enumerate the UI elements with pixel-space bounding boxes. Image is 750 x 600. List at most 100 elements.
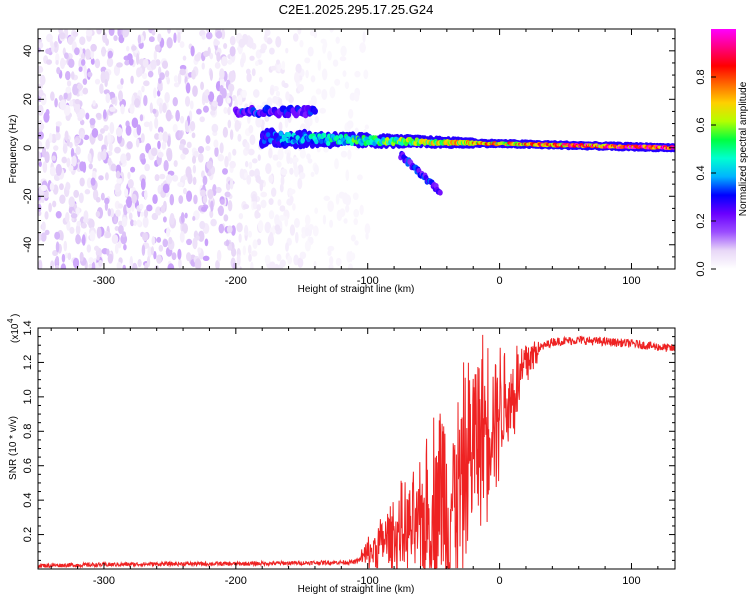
- spectrogram-noise-mark: [114, 183, 121, 193]
- spectrogram-noise-mark: [328, 264, 334, 269]
- spectrogram-noise-mark: [74, 47, 80, 56]
- spectrogram-noise-mark: [103, 109, 107, 120]
- spectrogram-noise-mark: [272, 95, 278, 104]
- spectrogram-noise-mark: [297, 177, 303, 190]
- spectrogram-noise-mark: [110, 163, 117, 172]
- spectrogram-noise-mark: [185, 166, 192, 179]
- spectrogram-noise-mark: [54, 41, 58, 48]
- spectrogram-noise-mark: [79, 177, 85, 187]
- spectrogram-noise-mark: [239, 168, 245, 179]
- spectrogram-noise-mark: [137, 259, 142, 268]
- spectrogram-noise-mark: [232, 148, 237, 156]
- spectrogram-noise-mark: [334, 78, 341, 86]
- spectrogram-noise-mark: [55, 241, 60, 253]
- spectrogram-noise-mark: [99, 83, 104, 95]
- spectrogram-noise-mark: [64, 52, 69, 59]
- spectrogram-noise-mark: [50, 91, 55, 102]
- spectrogram-noise-mark: [129, 256, 134, 268]
- spectrogram-noise-mark: [159, 173, 166, 180]
- spectrogram-noise-mark: [95, 196, 101, 203]
- spectrogram-noise-mark: [40, 232, 47, 242]
- spectrogram-noise-mark: [185, 82, 191, 94]
- spectrogram-noise-mark: [277, 199, 282, 206]
- spectrogram-noise-mark: [294, 71, 300, 84]
- spectrogram-noise-mark: [120, 153, 127, 165]
- spectrogram-noise-mark: [38, 203, 42, 212]
- snr-frame: [37, 327, 676, 570]
- spectrogram-noise-mark: [272, 154, 279, 161]
- spectrogram-noise-mark: [304, 227, 310, 237]
- spectrogram-noise-mark: [143, 95, 148, 107]
- spectrogram-noise-mark: [63, 240, 68, 252]
- spectrogram-noise-mark: [160, 204, 166, 214]
- spectrogram-noise-mark: [141, 72, 148, 80]
- spectrogram-noise-mark: [79, 36, 86, 46]
- x-tick-label: -300: [93, 275, 115, 287]
- spectrogram-noise-mark: [203, 105, 209, 113]
- spectrogram-noise-mark: [59, 99, 67, 111]
- spectrogram-noise-mark: [335, 36, 340, 44]
- y-tick-label: 0.8: [22, 424, 34, 439]
- spectrogram-noise-mark: [89, 230, 96, 242]
- spectrogram-noise-mark: [167, 29, 171, 34]
- spectrogram-noise-mark: [194, 258, 202, 269]
- spectrogram-noise-mark: [270, 187, 277, 197]
- spectrogram-noise-mark: [85, 112, 90, 120]
- spectrogram-noise-mark: [206, 29, 210, 33]
- spectrogram-noise-mark: [202, 255, 210, 261]
- spectrogram-noise-mark: [240, 57, 245, 68]
- spectrogram-noise-mark: [152, 108, 157, 114]
- spectrogram-noise-mark: [40, 95, 47, 106]
- spectrogram-noise-mark: [354, 70, 361, 78]
- spectrogram-noise-mark: [350, 252, 356, 261]
- spectrogram-noise-mark: [310, 171, 315, 178]
- spectrogram-noise-mark: [79, 119, 85, 126]
- spectrogram-noise-mark: [173, 160, 178, 167]
- spectrogram-noise-mark: [292, 203, 296, 211]
- spectrogram-noise-mark: [177, 72, 182, 85]
- spectrogram-noise-mark: [199, 220, 206, 230]
- spectrogram-noise-mark: [205, 145, 211, 151]
- spectrogram-noise-mark: [200, 189, 207, 197]
- spectrogram-noise-mark: [179, 68, 187, 76]
- spectrogram-noise-mark: [146, 256, 151, 268]
- spectrogram-noise-mark: [54, 231, 61, 240]
- spectrogram-noise-mark: [156, 236, 162, 243]
- spectrogram-noise-mark: [131, 45, 137, 51]
- spectrogram-noise-mark: [310, 75, 316, 83]
- spectrogram-noise-mark: [150, 246, 155, 256]
- y-tick-label: -40: [22, 237, 34, 253]
- spectrogram-noise-mark: [41, 194, 45, 204]
- spectrogram-noise-mark: [336, 209, 343, 222]
- spectrogram-noise-mark: [97, 133, 104, 142]
- spectrogram-noise-mark: [268, 232, 274, 244]
- spectrogram-noise-mark: [53, 145, 59, 151]
- spectrogram-noise-mark: [66, 157, 71, 168]
- spectrogram-noise-mark: [116, 84, 124, 90]
- spectrogram-noise-mark: [332, 59, 339, 67]
- spectrogram-noise-mark: [156, 89, 161, 97]
- y-tick-label: 0.4: [22, 492, 34, 507]
- spectrogram-noise-mark: [154, 174, 160, 182]
- spectrogram-noise-mark: [88, 257, 94, 264]
- spectrogram-noise-mark: [189, 120, 196, 132]
- spectrogram-noise-mark: [205, 135, 211, 145]
- spectrogram-noise-mark: [255, 116, 263, 128]
- spectrogram-noise-mark: [308, 224, 314, 231]
- spectrogram-noise-mark: [137, 34, 142, 45]
- spectrogram-noise-mark: [44, 211, 49, 220]
- spectrogram-noise-mark: [153, 250, 157, 260]
- spectrogram-noise-mark: [150, 147, 158, 157]
- spectrogram-noise-mark: [203, 50, 210, 57]
- spectrogram-noise-mark: [207, 189, 214, 200]
- spectrogram-noise-mark: [161, 141, 167, 150]
- spectrogram-noise-mark: [118, 34, 125, 44]
- spectrogram-noise-mark: [39, 74, 46, 86]
- colorbar-ticks: 0.0 0.2 0.4 0.6 0.8: [695, 69, 716, 277]
- y-tick-label: 1.0: [22, 389, 34, 404]
- spectrogram-noise-mark: [70, 212, 78, 219]
- spectrogram-noise-mark: [276, 59, 281, 65]
- spectrogram-noise-mark: [70, 71, 75, 80]
- spectrogram-noise-mark: [322, 214, 327, 225]
- spectrogram-noise-mark: [321, 68, 328, 81]
